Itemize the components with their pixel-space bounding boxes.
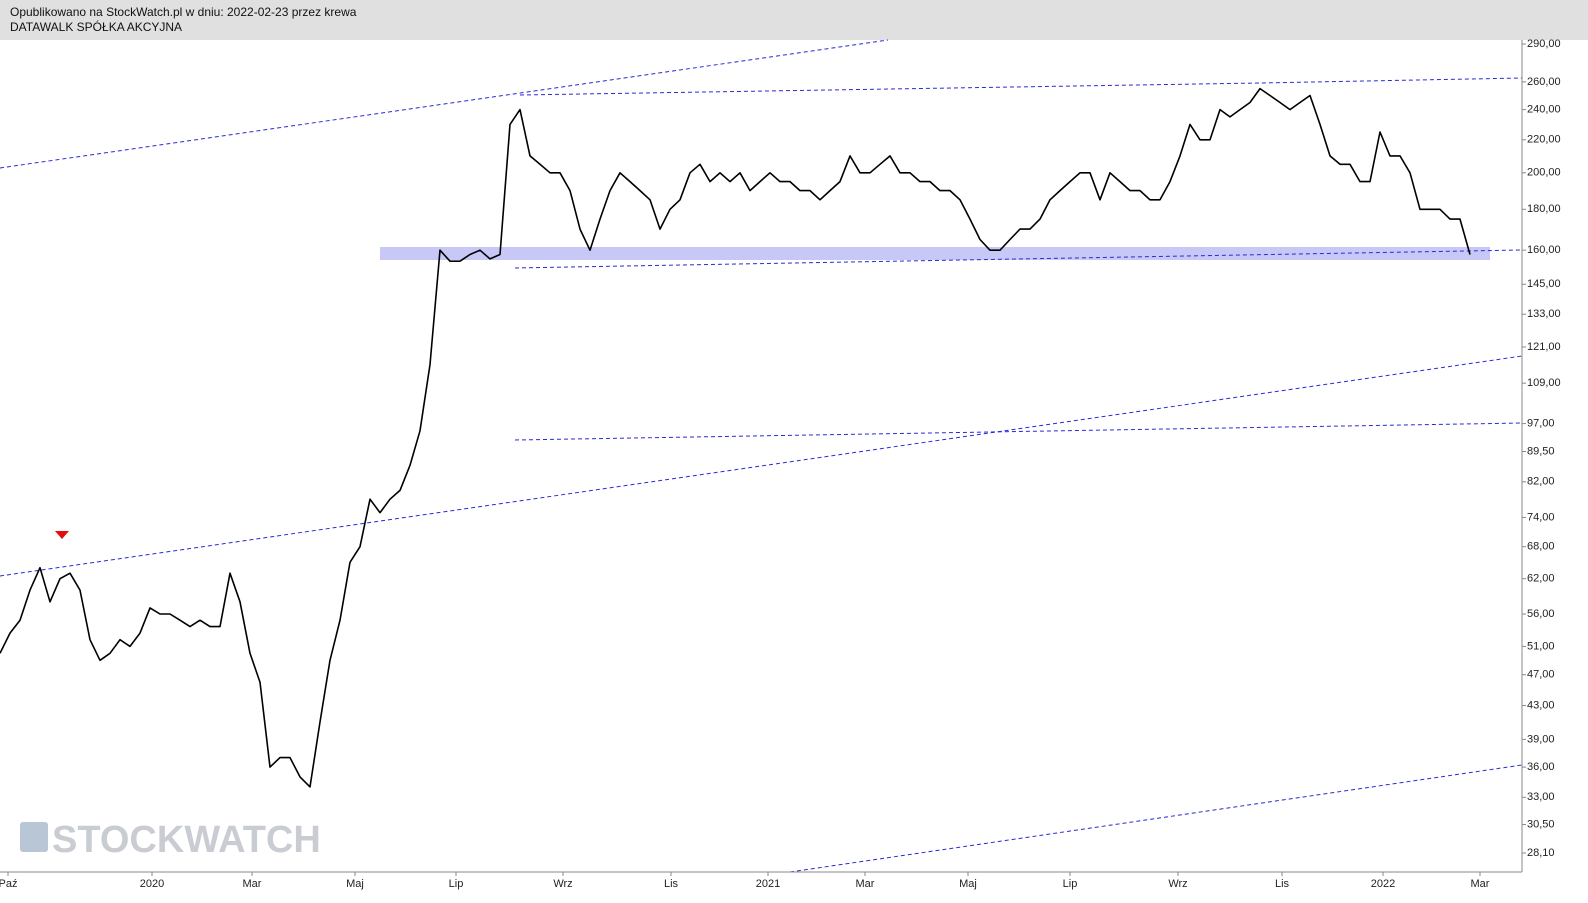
y-tick-label: 145,00 [1527, 278, 1561, 290]
y-tick-label: 28,10 [1527, 847, 1555, 859]
trend-line [519, 77, 1523, 96]
y-tick-label: 82,00 [1527, 476, 1555, 488]
y-tick-label: 160,00 [1527, 244, 1561, 256]
x-tick-label: Lip [449, 878, 464, 890]
y-tick-label: 68,00 [1527, 541, 1555, 553]
x-tick-label: Mar [243, 878, 262, 890]
y-tick-label: 260,00 [1527, 76, 1561, 88]
x-tick-label: Lis [1275, 878, 1290, 890]
y-tick-label: 97,00 [1527, 418, 1555, 430]
trend-line [0, 355, 1523, 577]
x-tick-label: 2021 [756, 878, 780, 890]
x-tick-label: Mar [856, 878, 875, 890]
x-tick-label: Maj [346, 878, 364, 890]
y-tick-label: 33,00 [1527, 791, 1555, 803]
trend-lines [0, 39, 1523, 873]
instrument-name: DATAWALK SPÓŁKA AKCYJNA [10, 19, 182, 34]
y-tick-label: 180,00 [1527, 203, 1561, 215]
x-tick-label: Wrz [1168, 878, 1187, 890]
y-tick-label: 240,00 [1527, 104, 1561, 116]
signal-marker [55, 531, 69, 539]
x-tick-label: Mar [1471, 878, 1490, 890]
y-tick-label: 133,00 [1527, 308, 1561, 320]
y-tick-label: 56,00 [1527, 608, 1555, 620]
trend-line [789, 764, 1523, 873]
y-tick-label: 200,00 [1527, 167, 1561, 179]
y-tick-label: 36,00 [1527, 761, 1555, 773]
y-tick-label: 51,00 [1527, 640, 1555, 652]
logo-icon [20, 822, 48, 852]
x-tick-label: Wrz [553, 878, 572, 890]
x-tick-label: 2022 [1371, 878, 1395, 890]
header-bar [0, 0, 1588, 40]
x-tick-label: Lis [664, 878, 679, 890]
watermark: STOCKWATCH [52, 819, 321, 861]
x-tick-label: Paź [0, 878, 17, 890]
price-line [0, 87, 1471, 788]
published-note: Opublikowano na StockWatch.pl w dniu: 20… [10, 5, 357, 19]
y-tick-label: 43,00 [1527, 699, 1555, 711]
y-tick-label: 39,00 [1527, 733, 1555, 745]
x-tick-label: 2020 [140, 878, 164, 890]
y-tick-label: 290,00 [1527, 38, 1561, 50]
x-tick-label: Maj [959, 878, 977, 890]
y-tick-label: 30,50 [1527, 818, 1555, 830]
y-tick-label: 89,50 [1527, 445, 1555, 457]
trend-line [0, 39, 889, 169]
y-tick-label: 109,00 [1527, 377, 1561, 389]
y-tick-label: 74,00 [1527, 511, 1555, 523]
support-zone [380, 247, 1490, 260]
trend-line [514, 422, 1523, 441]
logo: STOCKWATCH [20, 819, 321, 861]
x-tick-label: Lip [1063, 878, 1078, 890]
y-tick-label: 121,00 [1527, 341, 1561, 353]
y-tick-label: 47,00 [1527, 669, 1555, 681]
y-tick-label: 220,00 [1527, 134, 1561, 146]
y-tick-label: 62,00 [1527, 573, 1555, 585]
